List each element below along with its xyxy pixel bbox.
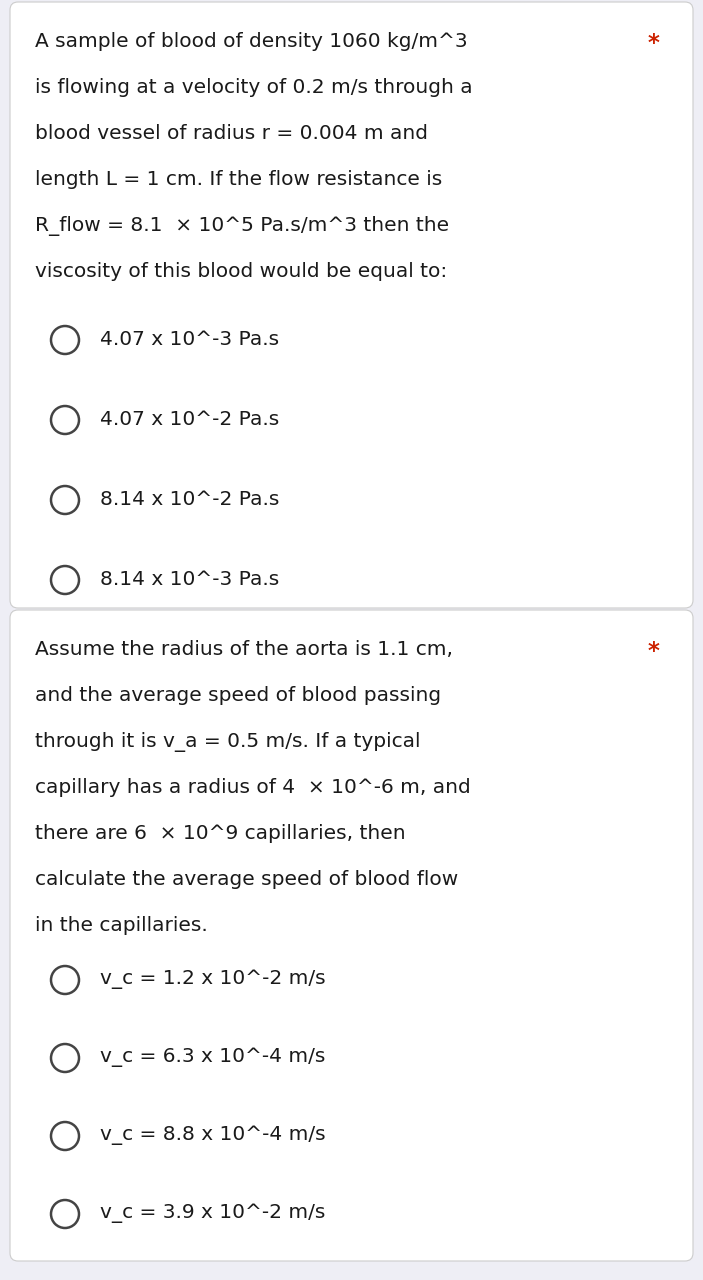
Text: A sample of blood of density 1060 kg/m^3: A sample of blood of density 1060 kg/m^3	[35, 32, 467, 51]
FancyBboxPatch shape	[10, 611, 693, 1261]
Text: capillary has a radius of 4  × 10^-6 m, and: capillary has a radius of 4 × 10^-6 m, a…	[35, 778, 471, 797]
Text: v_c = 3.9 x 10^-2 m/s: v_c = 3.9 x 10^-2 m/s	[100, 1204, 325, 1224]
Text: 8.14 x 10^-3 Pa.s: 8.14 x 10^-3 Pa.s	[100, 570, 279, 589]
Text: 4.07 x 10^-2 Pa.s: 4.07 x 10^-2 Pa.s	[100, 410, 279, 429]
Text: *: *	[648, 640, 660, 663]
Text: blood vessel of radius r = 0.004 m and: blood vessel of radius r = 0.004 m and	[35, 124, 428, 143]
Text: in the capillaries.: in the capillaries.	[35, 916, 208, 934]
Text: there are 6  × 10^9 capillaries, then: there are 6 × 10^9 capillaries, then	[35, 824, 406, 844]
Text: *: *	[648, 32, 660, 55]
Text: 4.07 x 10^-3 Pa.s: 4.07 x 10^-3 Pa.s	[100, 330, 279, 349]
Text: v_c = 6.3 x 10^-4 m/s: v_c = 6.3 x 10^-4 m/s	[100, 1048, 325, 1068]
Text: v_c = 8.8 x 10^-4 m/s: v_c = 8.8 x 10^-4 m/s	[100, 1126, 325, 1146]
Text: and the average speed of blood passing: and the average speed of blood passing	[35, 686, 441, 705]
Text: viscosity of this blood would be equal to:: viscosity of this blood would be equal t…	[35, 262, 447, 282]
Text: 8.14 x 10^-2 Pa.s: 8.14 x 10^-2 Pa.s	[100, 490, 279, 509]
Text: Assume the radius of the aorta is 1.1 cm,: Assume the radius of the aorta is 1.1 cm…	[35, 640, 453, 659]
Text: through it is v_a = 0.5 m/s. If a typical: through it is v_a = 0.5 m/s. If a typica…	[35, 732, 420, 751]
Text: length L = 1 cm. If the flow resistance is: length L = 1 cm. If the flow resistance …	[35, 170, 442, 189]
Text: R_flow = 8.1  × 10^5 Pa.s/m^3 then the: R_flow = 8.1 × 10^5 Pa.s/m^3 then the	[35, 216, 449, 236]
Text: calculate the average speed of blood flow: calculate the average speed of blood flo…	[35, 870, 458, 890]
Text: v_c = 1.2 x 10^-2 m/s: v_c = 1.2 x 10^-2 m/s	[100, 970, 325, 989]
Text: is flowing at a velocity of 0.2 m/s through a: is flowing at a velocity of 0.2 m/s thro…	[35, 78, 472, 97]
FancyBboxPatch shape	[10, 3, 693, 608]
